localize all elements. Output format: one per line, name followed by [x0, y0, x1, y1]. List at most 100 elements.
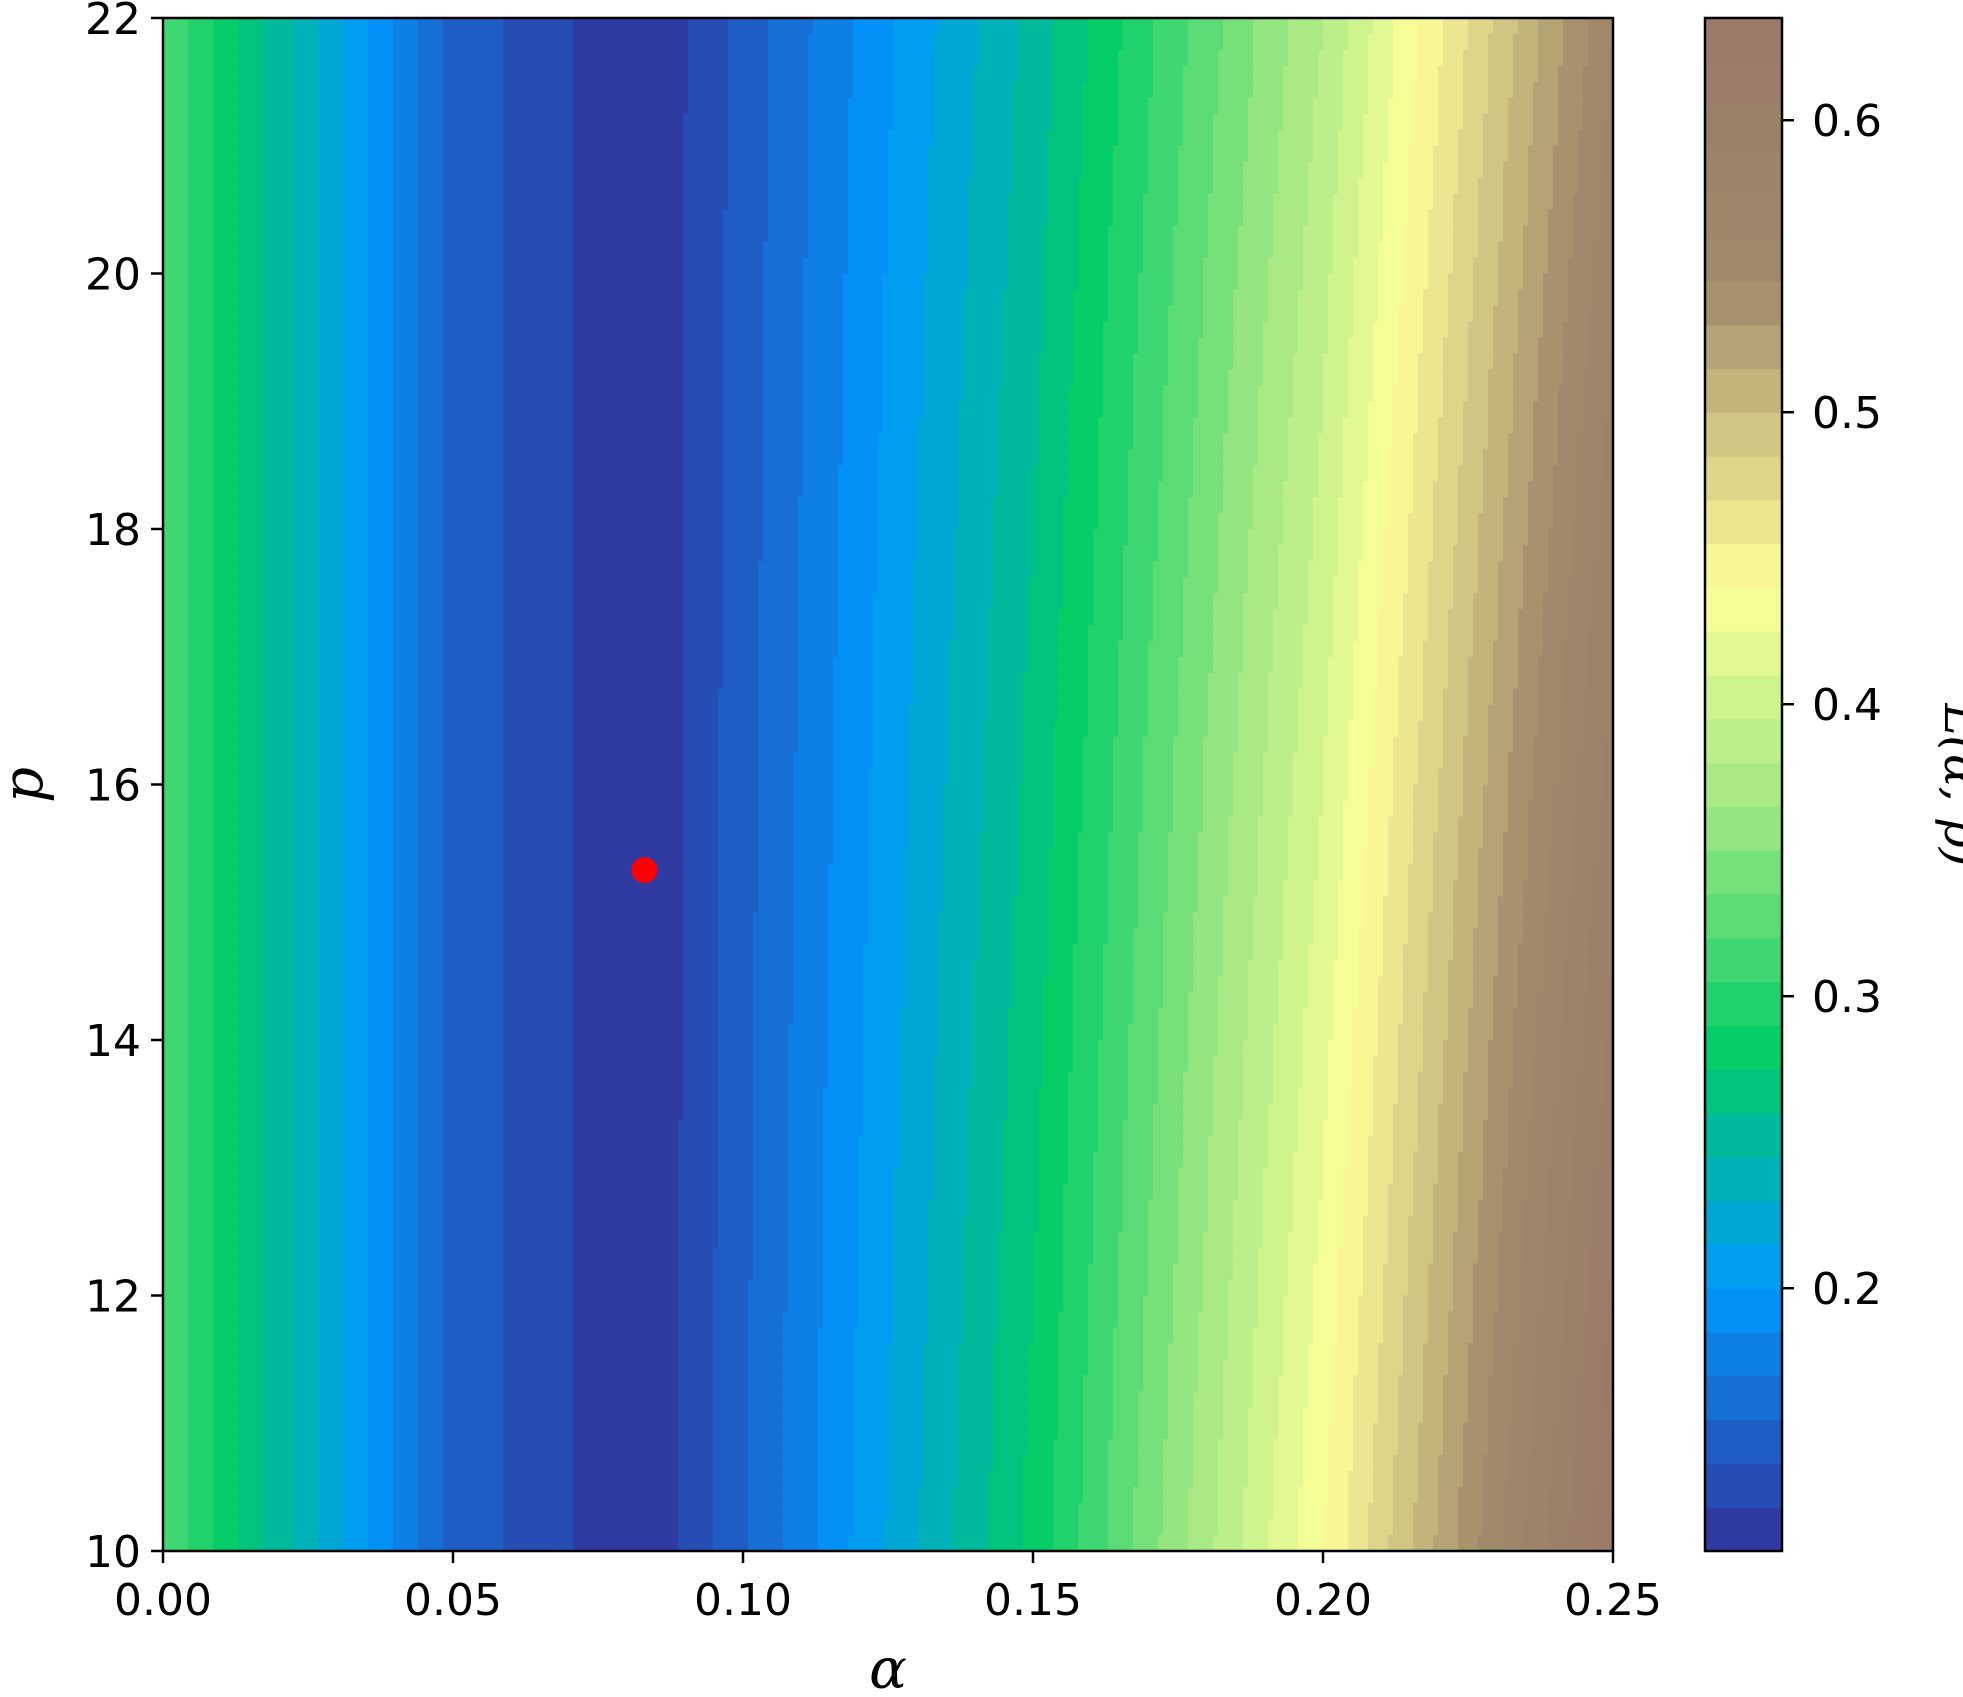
contour-cell: [418, 880, 444, 897]
contour-cell: [798, 576, 839, 594]
contour-cell: [573, 832, 684, 849]
contour-cell: [163, 209, 189, 227]
contour-cell: [858, 1263, 894, 1281]
contour-cell: [1318, 864, 1344, 881]
contour-cell: [293, 848, 319, 865]
contour-cell: [1518, 1295, 1544, 1313]
contour-cell: [573, 18, 689, 35]
contour-cell: [1118, 113, 1149, 131]
contour-cell: [1253, 49, 1289, 67]
contour-cell: [263, 129, 294, 147]
contour-cell: [1098, 1135, 1124, 1153]
contour-cell: [1043, 241, 1079, 259]
contour-cell: [1018, 880, 1049, 897]
contour-cell: [1083, 1375, 1114, 1392]
contour-cell: [1468, 385, 1489, 402]
contour-cell: [1603, 145, 1613, 163]
contour-cell: [1418, 401, 1444, 418]
contour-cell: [1168, 864, 1199, 881]
contour-cell: [573, 880, 684, 897]
contour-bands: [163, 18, 1613, 1551]
contour-cell: [443, 529, 504, 546]
contour-cell: [718, 880, 759, 897]
contour-cell: [1218, 81, 1254, 99]
contour-cell: [1023, 736, 1054, 754]
contour-cell: [963, 289, 1004, 307]
contour-cell: [238, 688, 264, 706]
contour-cell: [1218, 1040, 1244, 1057]
contour-cell: [573, 1231, 679, 1249]
contour-cell: [573, 1359, 679, 1376]
contour-cell: [683, 624, 724, 642]
contour-cell: [343, 481, 369, 498]
contour-cell: [318, 848, 344, 865]
contour-cell: [1033, 1263, 1064, 1281]
contour-cell: [393, 385, 419, 402]
contour-cell: [683, 848, 719, 865]
contour-cell: [1583, 736, 1604, 754]
contour-cell: [1428, 608, 1449, 626]
contour-cell: [1363, 880, 1389, 897]
contour-cell: [1393, 417, 1419, 434]
contour-cell: [263, 1247, 294, 1265]
contour-cell: [443, 177, 504, 195]
contour-cell: [418, 321, 444, 338]
contour-cell: [163, 1247, 189, 1265]
contour-cell: [1403, 241, 1429, 259]
contour-cell: [573, 97, 689, 115]
contour-cell: [1118, 81, 1154, 99]
contour-cell: [1193, 417, 1229, 434]
contour-cell: [1413, 113, 1439, 131]
contour-cell: [958, 1391, 994, 1408]
contour-cell: [1373, 1471, 1394, 1488]
contour-cell: [1318, 1199, 1344, 1217]
contour-cell: [1358, 1327, 1384, 1345]
contour-cell: [1588, 305, 1613, 323]
contour-cell: [1068, 1167, 1094, 1185]
contour-cell: [1363, 497, 1389, 514]
contour-cell: [1103, 1008, 1134, 1025]
contour-cell: [188, 33, 214, 51]
contour-cell: [293, 1279, 319, 1297]
contour-cell: [443, 1391, 504, 1408]
contour-cell: [293, 465, 319, 482]
contour-cell: [318, 608, 344, 626]
contour-cell: [1363, 848, 1389, 865]
contour-cell: [318, 800, 344, 818]
contour-cell: [1013, 113, 1054, 131]
contour-cell: [368, 18, 394, 35]
contour-cell: [783, 1503, 819, 1520]
contour-cell: [393, 592, 419, 610]
contour-cell: [1358, 177, 1384, 195]
contour-cell: [1258, 385, 1294, 402]
contour-cell: [188, 1439, 214, 1456]
contour-cell: [783, 1439, 819, 1456]
contour-cell: [1348, 1135, 1369, 1153]
contour-cell: [718, 1008, 754, 1025]
contour-cell: [1533, 752, 1559, 770]
contour-cell: [718, 896, 759, 913]
contour-cell: [213, 800, 239, 818]
contour-cell: [213, 1008, 239, 1025]
contour-cell: [1473, 608, 1499, 626]
contour-cell: [503, 1263, 574, 1281]
contour-cell: [1233, 289, 1269, 307]
contour-cell: [1433, 848, 1459, 865]
contour-cell: [1313, 912, 1339, 929]
contour-cell: [898, 1103, 934, 1121]
contour-cell: [263, 928, 294, 945]
contour-cell: [1198, 401, 1229, 418]
contour-cell: [953, 592, 994, 610]
contour-cell: [163, 18, 189, 35]
contour-cell: [1568, 273, 1594, 291]
contour-cell: [343, 752, 369, 770]
contour-cell: [263, 145, 294, 163]
contour-cell: [1493, 321, 1519, 338]
contour-cell: [1438, 1119, 1464, 1137]
contour-cell: [188, 241, 214, 259]
contour-cell: [1453, 1295, 1474, 1313]
contour-cell: [163, 1008, 189, 1025]
contour-cell: [1188, 1008, 1219, 1025]
contour-cell: [1188, 1519, 1219, 1536]
contour-cell: [878, 465, 919, 482]
